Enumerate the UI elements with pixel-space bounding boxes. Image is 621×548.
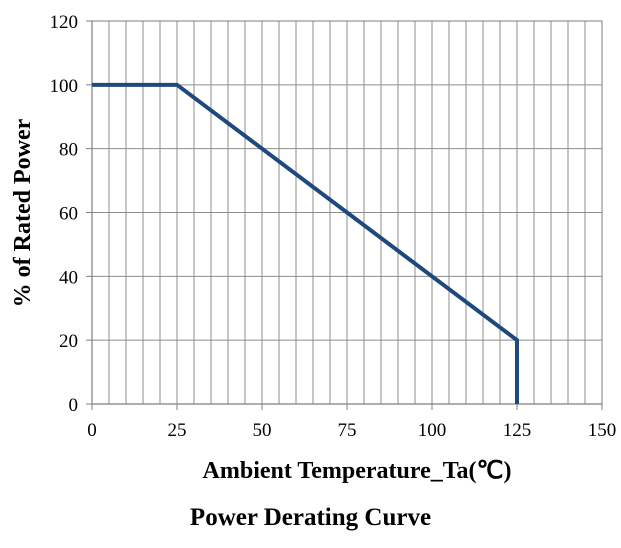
y-tick-label: 100 bbox=[50, 76, 79, 97]
grid bbox=[92, 20, 602, 404]
y-tick-label: 20 bbox=[59, 331, 78, 352]
x-tick-label: 50 bbox=[253, 420, 272, 441]
x-tick-label: 0 bbox=[87, 420, 97, 441]
y-tick-labels: 0 20 40 60 80 100 120 bbox=[50, 12, 79, 416]
y-tick-label: 40 bbox=[59, 267, 78, 288]
x-tick-label: 125 bbox=[503, 420, 532, 441]
series-line bbox=[92, 82, 519, 404]
x-tick-labels: 0 25 50 75 100 125 150 bbox=[87, 420, 616, 441]
x-tick-label: 100 bbox=[418, 420, 447, 441]
axes bbox=[86, 20, 603, 410]
y-tick-label: 120 bbox=[50, 12, 79, 33]
y-axis-title: % of Rated Power bbox=[10, 118, 36, 307]
x-axis-title: Ambient Temperature_Ta(℃) bbox=[203, 458, 512, 484]
y-tick-label: 80 bbox=[59, 140, 78, 161]
y-tick-label: 60 bbox=[59, 204, 78, 225]
y-tick-label: 0 bbox=[69, 395, 79, 416]
x-tick-label: 150 bbox=[588, 420, 617, 441]
x-tick-label: 25 bbox=[168, 420, 187, 441]
chart-caption: Power Derating Curve bbox=[189, 504, 432, 531]
x-tick-label: 75 bbox=[338, 420, 357, 441]
